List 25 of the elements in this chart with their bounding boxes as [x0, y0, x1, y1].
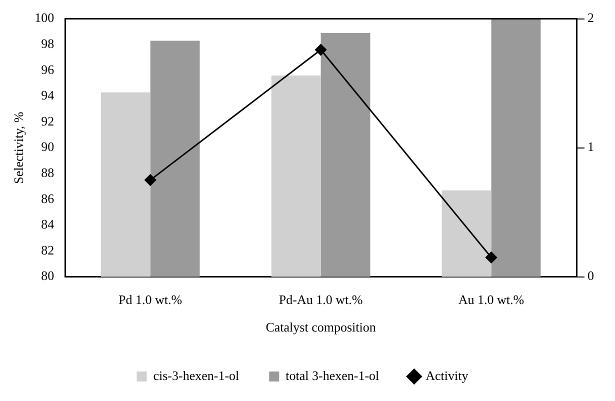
point: [144, 174, 156, 186]
y-tick-label: 80: [41, 268, 54, 284]
y-tick-label: 90: [41, 139, 54, 154]
y-axis-title: Selectivity, %: [11, 112, 26, 184]
point: [315, 44, 327, 56]
point: [486, 252, 498, 264]
x-tick-label: Pd 1.0 wt.%: [118, 292, 182, 308]
legend-label: cis-3-hexen-1-ol: [153, 368, 240, 383]
y2-tick-label: 0: [588, 268, 594, 284]
y-tick-label: 88: [41, 165, 54, 180]
y2-tick-label: 1: [588, 139, 594, 154]
x-tick-label: Pd-Au 1.0 wt.%: [278, 292, 363, 308]
y2-tick-label: 2: [588, 10, 594, 26]
y-tick-label: 94: [41, 88, 55, 103]
y-tick-label: 98: [41, 36, 54, 52]
legend-label: total 3-hexen-1-ol: [286, 368, 380, 383]
y-tick-label: 100: [34, 10, 54, 26]
y-tick-label: 86: [41, 190, 55, 206]
legend-label: Activity: [426, 368, 469, 383]
x-axis-title: Catalyst composition: [266, 320, 376, 335]
y-tick-label: 96: [41, 62, 55, 77]
y-tick-label: 82: [41, 242, 54, 258]
y-tick-label: 92: [41, 113, 54, 128]
y-tick-label: 84: [41, 216, 55, 232]
x-tick-label: Au 1.0 wt.%: [458, 292, 524, 308]
